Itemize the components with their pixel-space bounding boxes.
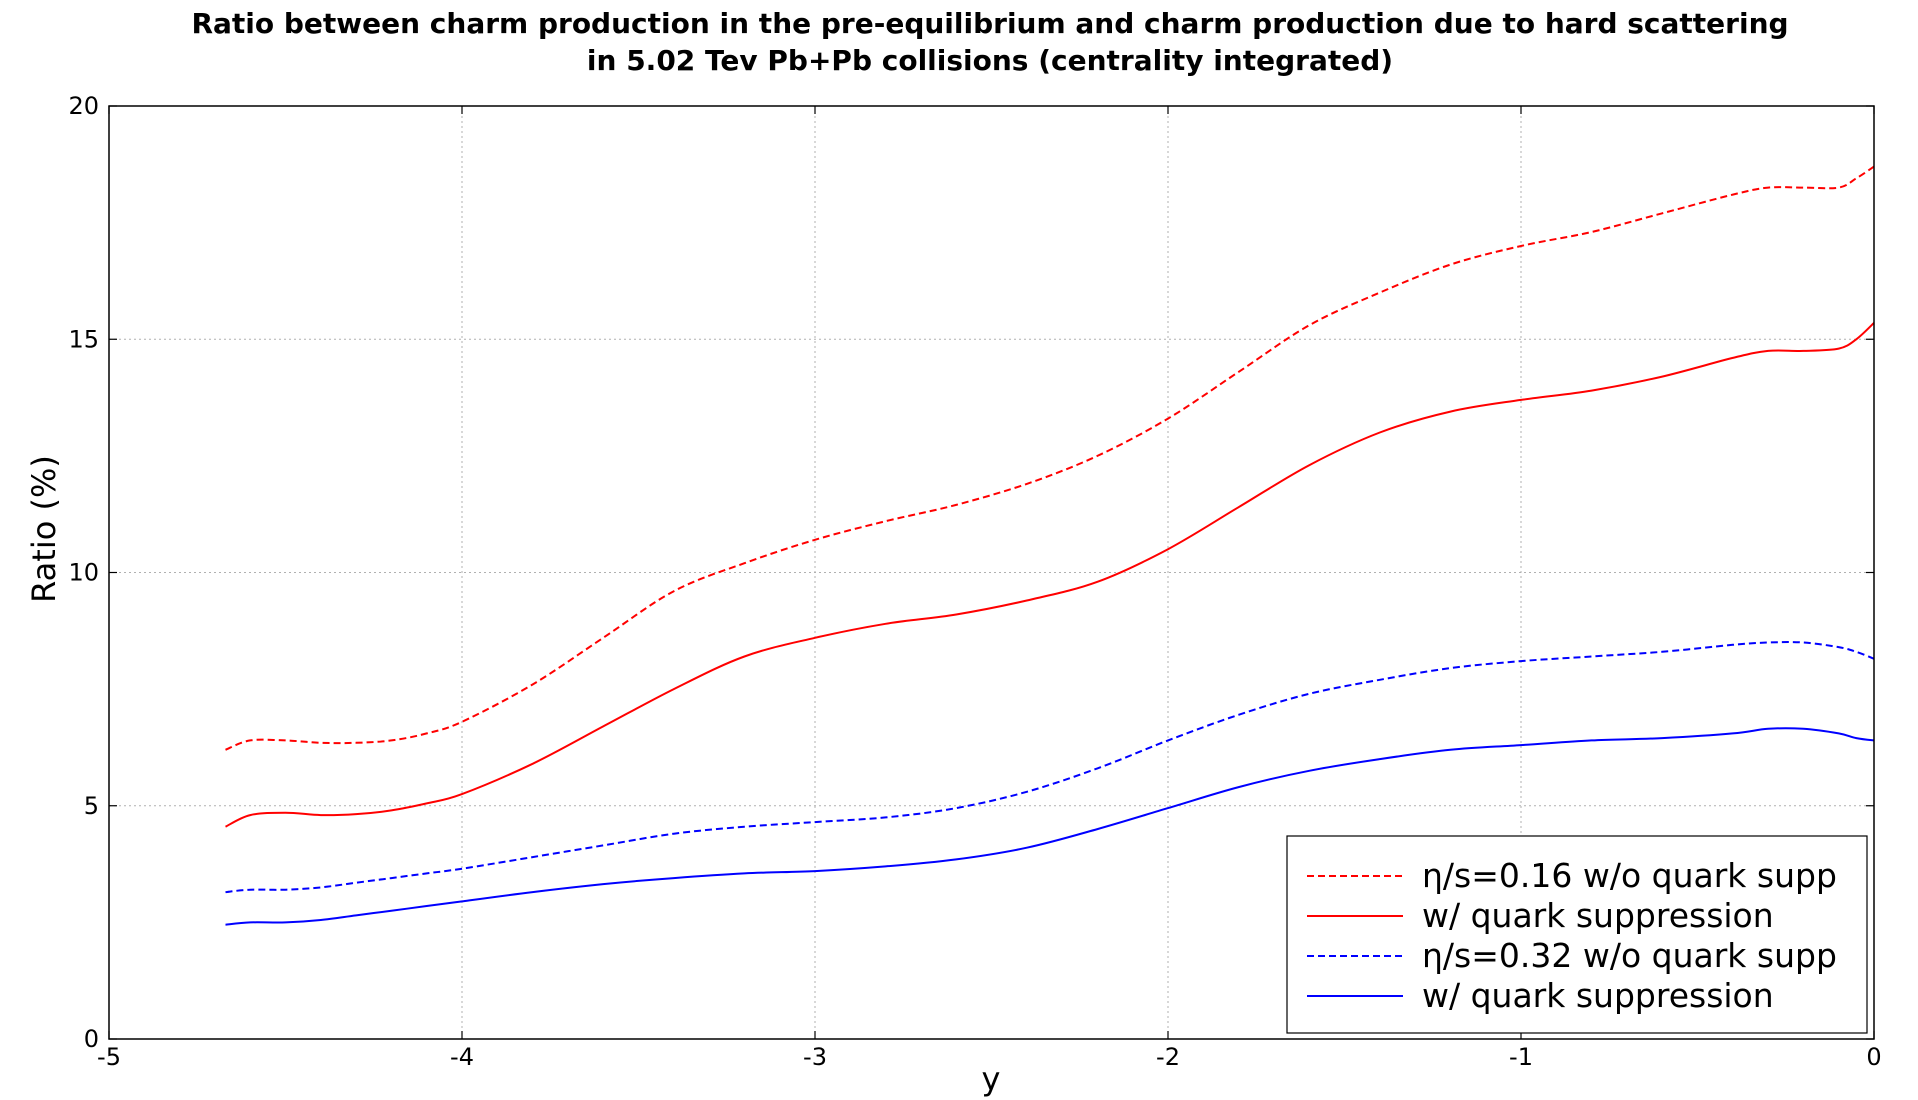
legend-box (1286, 835, 1868, 1034)
legend-label-1: η/s=0.16 w/o quark supp (1422, 856, 1837, 895)
x-tick-label: -4 (450, 1043, 474, 1071)
x-tick-label: -5 (97, 1043, 121, 1071)
series-line-2 (225, 322, 1875, 828)
y-tick-label: 20 (68, 92, 99, 120)
series-lines (225, 165, 1875, 926)
y-axis-label: Ratio (%) (25, 455, 63, 603)
y-tick-label: 15 (68, 325, 99, 353)
x-tick-label: -3 (803, 1043, 827, 1071)
series-line-3 (225, 641, 1875, 894)
x-tick-label: 0 (1866, 1043, 1881, 1071)
y-tick-label: 10 (68, 559, 99, 587)
series-line-1 (225, 165, 1875, 751)
chart-title-line-2: in 5.02 Tev Pb+Pb collisions (centrality… (587, 44, 1393, 77)
legend-label-3: η/s=0.32 w/o quark supp (1422, 936, 1837, 975)
legend-label-2: w/ quark suppression (1422, 896, 1774, 935)
x-axis-label: y (982, 1060, 1001, 1098)
x-tick-label: -1 (1509, 1043, 1533, 1071)
y-tick-label: 5 (84, 792, 99, 820)
series-line-4 (225, 727, 1875, 926)
axis-ticks: -5 -4 -3 -2 -1 0 0 5 10 15 20 (68, 92, 1881, 1071)
legend-label-4: w/ quark suppression (1422, 976, 1774, 1015)
y-tick-label: 0 (84, 1025, 99, 1053)
x-tick-label: -2 (1156, 1043, 1180, 1071)
grid (109, 106, 1874, 1039)
chart-title-line-1: Ratio between charm production in the pr… (191, 7, 1788, 40)
